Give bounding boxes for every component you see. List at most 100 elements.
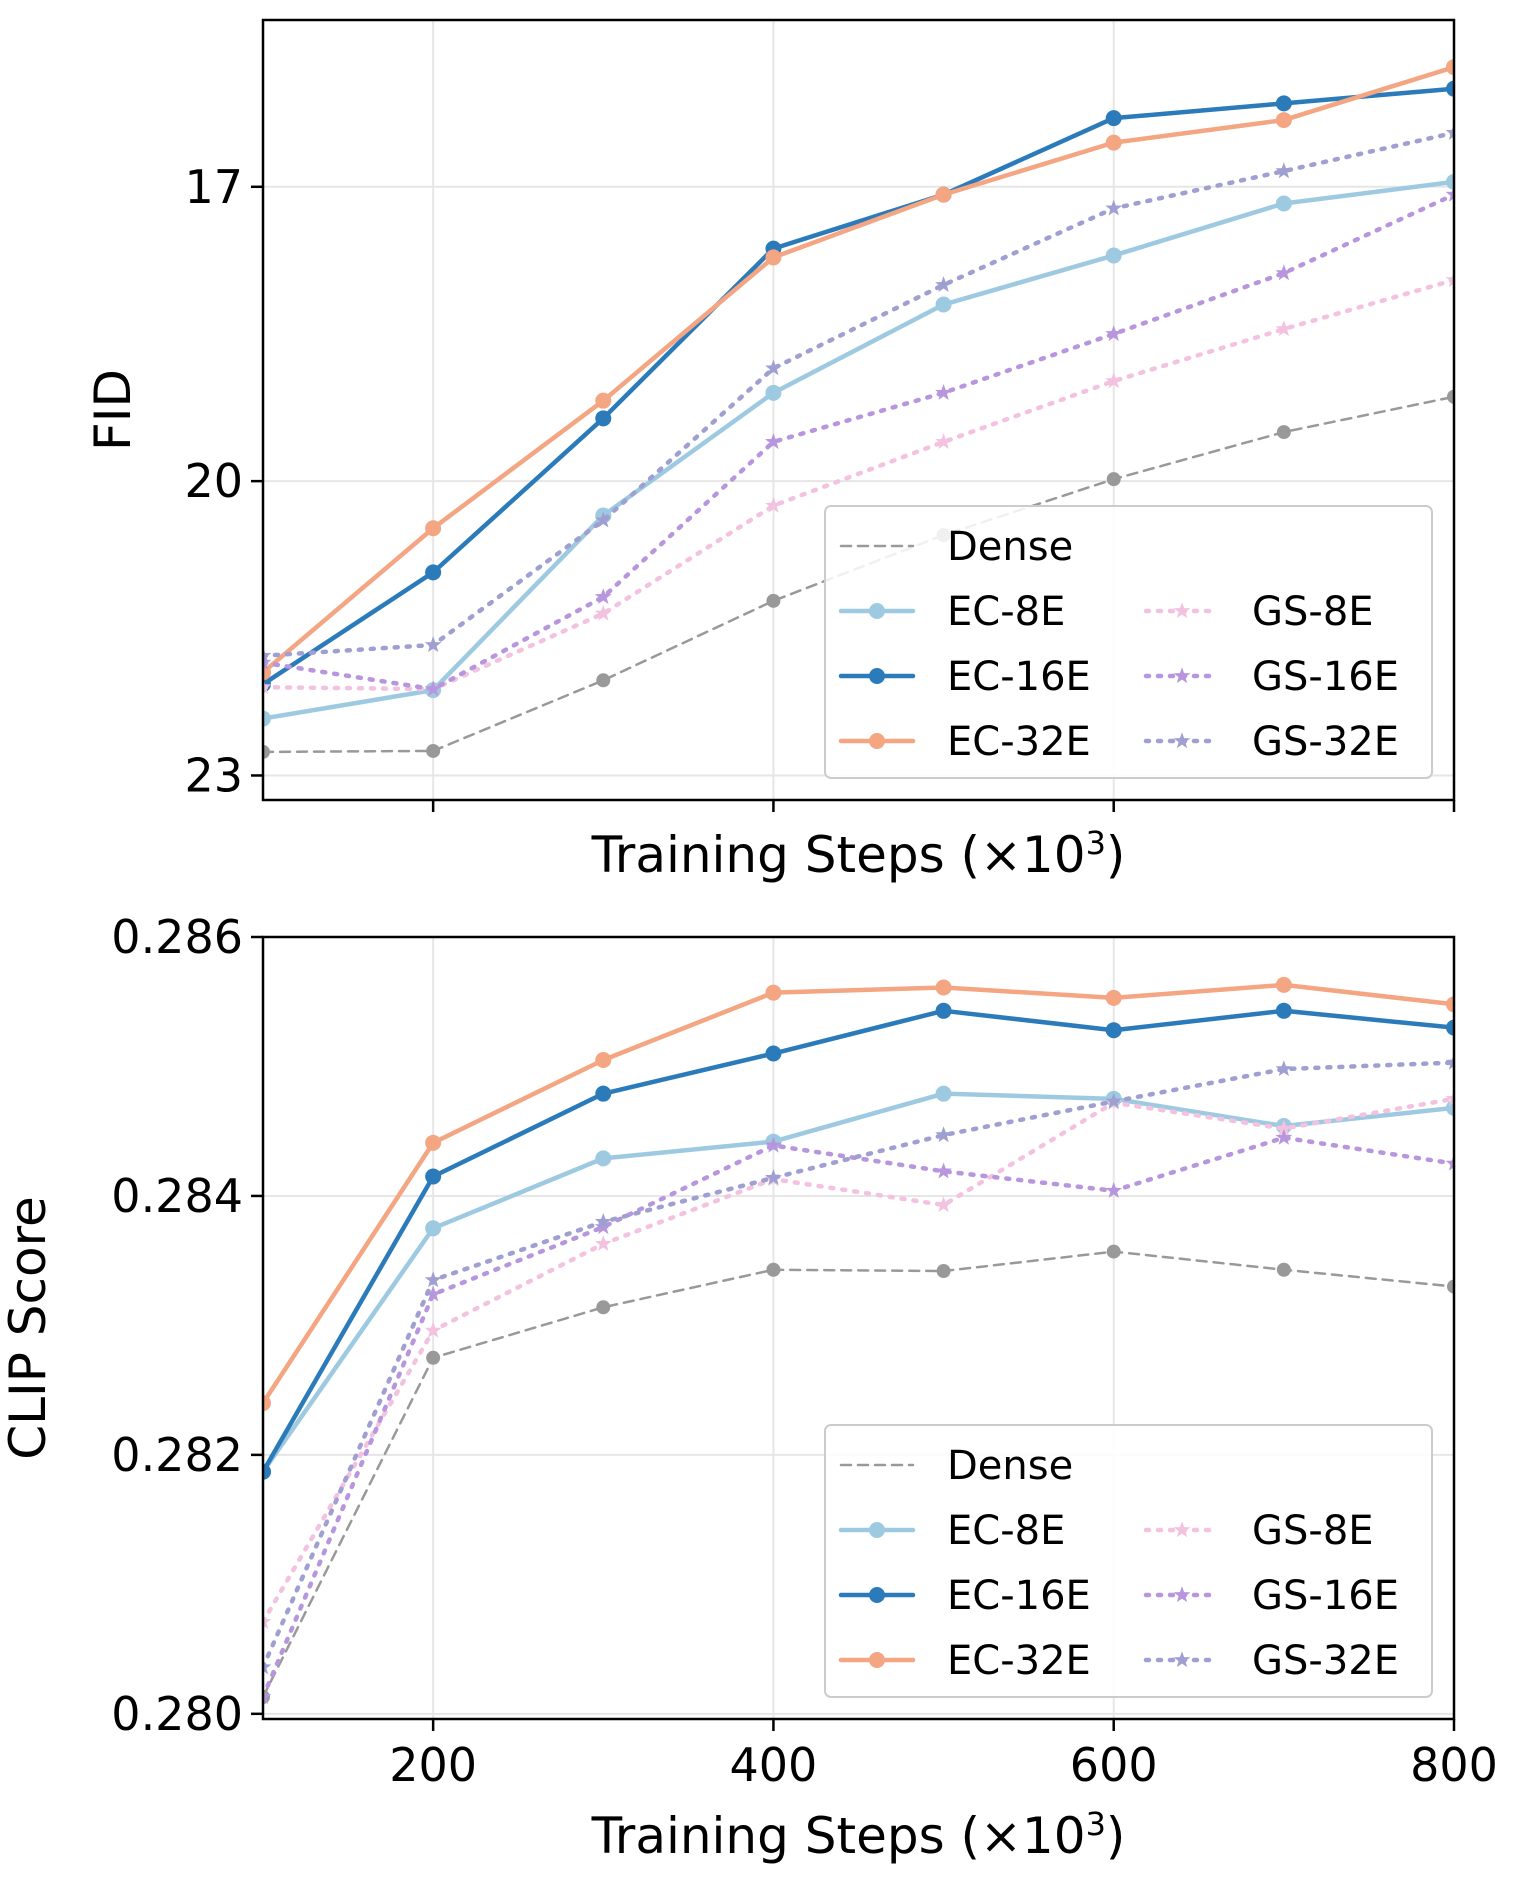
data-point xyxy=(1445,271,1454,288)
data-point xyxy=(1105,1181,1123,1198)
legend-item-dense: Dense xyxy=(839,1443,1073,1489)
data-point xyxy=(1446,996,1454,1013)
legend-item-gs-32e: GS-32E xyxy=(1143,1638,1399,1684)
data-point xyxy=(1445,124,1454,140)
data-point xyxy=(596,673,611,688)
plot-frame xyxy=(261,18,1456,802)
data-point xyxy=(765,1136,782,1153)
data-point xyxy=(1447,389,1454,404)
data-point xyxy=(1275,320,1293,337)
legend-item-ec-16e: EC-16E xyxy=(838,654,1091,700)
data-point xyxy=(765,496,782,513)
data-point xyxy=(594,604,612,621)
legend-marker xyxy=(869,1652,885,1668)
legend-label: GS-16E xyxy=(1252,654,1399,700)
legend-item-gs-16e: GS-16E xyxy=(1143,1573,1399,1619)
data-point xyxy=(766,593,781,608)
data-point xyxy=(1275,1128,1293,1145)
legend-label: GS-8E xyxy=(1252,589,1374,635)
legend-item-gs-8e: GS-8E xyxy=(1143,589,1374,635)
data-point xyxy=(1447,1279,1454,1294)
x-tick-label: 600 xyxy=(1070,1738,1158,1792)
data-point xyxy=(765,984,782,1001)
data-point xyxy=(1105,247,1122,264)
series-line xyxy=(263,1060,1454,1670)
data-point xyxy=(1445,1090,1454,1106)
data-point xyxy=(1105,325,1123,342)
legend-label: EC-16E xyxy=(947,1573,1091,1619)
data-point xyxy=(765,1045,782,1062)
data-point xyxy=(1105,989,1122,1006)
x-tick-label: 400 xyxy=(730,1738,818,1792)
series-dense xyxy=(263,1244,1454,1704)
y-axis-label: FID xyxy=(84,369,142,451)
series-gs-16e xyxy=(263,185,1454,697)
data-point xyxy=(594,1218,612,1235)
data-point xyxy=(263,646,272,663)
legend-marker xyxy=(1173,1521,1191,1538)
data-point xyxy=(263,1658,272,1675)
data-point xyxy=(935,276,952,293)
data-point xyxy=(1275,112,1292,129)
y-axis-label: CLIP Score xyxy=(0,1196,57,1460)
legend: Dense EC-8E EC-16E EC-32E GS-8E GS-16E GS-32E xyxy=(824,505,1433,779)
legend-label: GS-32E xyxy=(1252,719,1399,765)
legend-label: GS-32E xyxy=(1252,1638,1399,1684)
series-line xyxy=(263,1250,1454,1699)
ticks: 17 20 23 xyxy=(184,160,1456,812)
data-point xyxy=(1276,1262,1291,1277)
data-point xyxy=(1275,264,1293,281)
data-point xyxy=(424,680,442,697)
y-tick-label: 0.280 xyxy=(111,1687,243,1741)
legend-item-ec-8e: EC-8E xyxy=(838,589,1065,635)
series-line xyxy=(263,982,1454,1406)
data-point xyxy=(765,384,782,401)
clip-score-panel: 200 400 600 800 0.280 0.282 0.284 0.286 Trainin… xyxy=(0,910,1498,1865)
data-point xyxy=(1446,173,1454,190)
legend-marker xyxy=(1173,1651,1191,1668)
legend-marker xyxy=(869,603,885,619)
legend-box xyxy=(824,1424,1433,1698)
legend-label: GS-8E xyxy=(1252,1508,1374,1554)
data-point xyxy=(935,384,952,400)
legend-label: Dense xyxy=(947,1443,1073,1489)
legend-label: EC-8E xyxy=(947,1508,1065,1554)
legend-label: GS-16E xyxy=(1252,1573,1399,1619)
data-point xyxy=(1275,162,1293,179)
legend-label: EC-16E xyxy=(947,654,1091,700)
legend-box xyxy=(824,505,1433,779)
data-point xyxy=(1445,1053,1454,1070)
series-line xyxy=(263,1096,1454,1625)
data-point xyxy=(1275,976,1292,993)
data-point xyxy=(263,1395,271,1412)
legend-marker xyxy=(1173,732,1191,749)
data-point xyxy=(1445,185,1454,202)
data-point xyxy=(263,1688,272,1705)
series-line xyxy=(263,1091,1454,1474)
data-point xyxy=(1106,472,1121,487)
data-point xyxy=(1105,1022,1122,1039)
x-axis-label: Training Steps (×103) xyxy=(591,824,1126,884)
data-point xyxy=(1446,80,1454,97)
data-point xyxy=(935,1162,952,1179)
legend-marker xyxy=(869,1587,885,1603)
legend: Dense EC-8E EC-16E EC-32E GS-8E GS-16E GS-32E xyxy=(824,1424,1433,1698)
data-point xyxy=(424,1321,442,1338)
y-tick-label: 0.282 xyxy=(111,1428,243,1482)
data-point xyxy=(935,186,952,203)
data-point xyxy=(425,1220,442,1237)
ticks: 200 400 600 800 0.280 0.282 0.284 0.286 xyxy=(111,910,1498,1792)
series-gs-32e xyxy=(263,1053,1454,1675)
data-point xyxy=(1105,372,1123,389)
data-point xyxy=(596,1300,611,1315)
data-point xyxy=(1105,1092,1123,1109)
data-point xyxy=(1445,1154,1454,1171)
data-point xyxy=(1275,1060,1293,1077)
x-tick-label: 800 xyxy=(1410,1738,1498,1792)
data-point xyxy=(424,636,442,653)
legend-label: EC-8E xyxy=(947,589,1065,635)
data-point xyxy=(765,433,782,450)
y-tick-label: 23 xyxy=(184,748,243,802)
series-line xyxy=(263,179,1454,721)
